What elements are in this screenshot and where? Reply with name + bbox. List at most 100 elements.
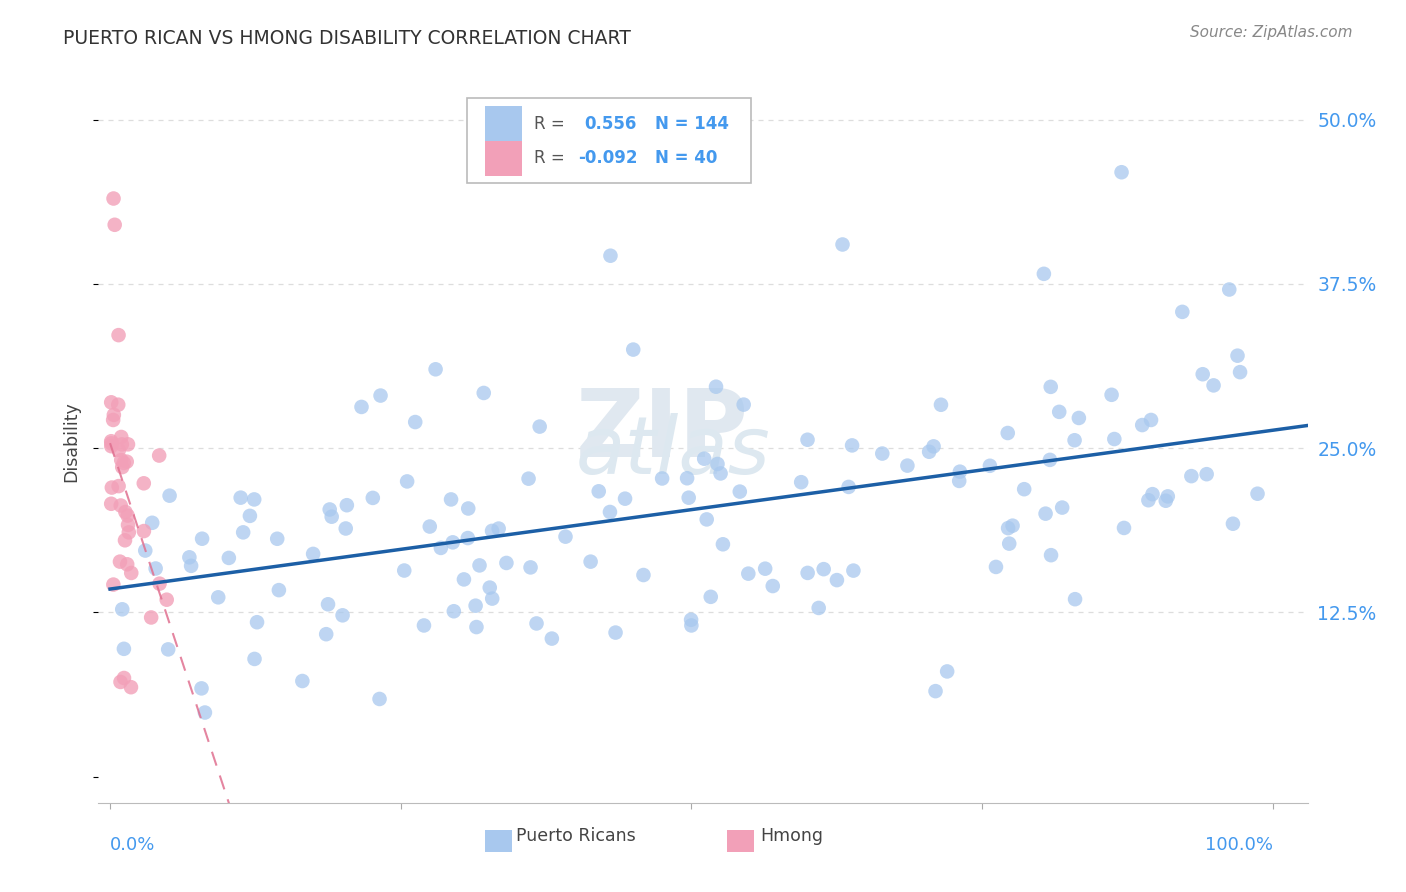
Point bbox=[872, 446, 894, 460]
Point bbox=[796, 433, 818, 447]
Point bbox=[108, 442, 131, 457]
Point bbox=[107, 398, 129, 412]
Point bbox=[141, 610, 163, 624]
Point bbox=[239, 508, 262, 523]
Point bbox=[997, 521, 1019, 535]
Text: N = 144: N = 144 bbox=[655, 115, 728, 133]
Point bbox=[599, 249, 621, 263]
Point bbox=[101, 413, 124, 427]
Point bbox=[430, 541, 453, 555]
Point bbox=[1047, 405, 1070, 419]
Point bbox=[112, 671, 135, 685]
Point bbox=[1001, 518, 1024, 533]
Text: N = 40: N = 40 bbox=[655, 149, 717, 168]
Point bbox=[101, 481, 124, 495]
Point bbox=[540, 632, 562, 646]
Point bbox=[120, 680, 142, 694]
Point bbox=[1137, 493, 1160, 508]
Point bbox=[762, 579, 785, 593]
Point bbox=[468, 558, 491, 573]
Point bbox=[117, 437, 139, 451]
FancyBboxPatch shape bbox=[727, 830, 754, 852]
Point bbox=[157, 642, 180, 657]
Text: R =: R = bbox=[534, 149, 569, 168]
Point bbox=[1012, 482, 1035, 496]
Point bbox=[107, 328, 129, 343]
Point bbox=[111, 437, 134, 451]
Point bbox=[443, 604, 465, 618]
Point bbox=[457, 501, 479, 516]
Point bbox=[1246, 487, 1268, 501]
Text: Hmong: Hmong bbox=[759, 827, 823, 845]
FancyBboxPatch shape bbox=[485, 830, 512, 852]
Point bbox=[194, 706, 217, 720]
Point bbox=[1039, 453, 1062, 467]
Point bbox=[453, 573, 475, 587]
Point bbox=[103, 408, 125, 422]
Point bbox=[104, 218, 127, 232]
Point bbox=[728, 484, 751, 499]
Point bbox=[478, 581, 501, 595]
Point bbox=[588, 484, 610, 499]
Point bbox=[1111, 165, 1133, 179]
Text: Puerto Ricans: Puerto Ricans bbox=[516, 827, 636, 845]
Point bbox=[361, 491, 384, 505]
Point bbox=[316, 597, 339, 611]
Point bbox=[481, 524, 503, 538]
Point bbox=[394, 564, 416, 578]
Point bbox=[413, 618, 436, 632]
Point bbox=[519, 560, 541, 574]
Point bbox=[924, 684, 946, 698]
FancyBboxPatch shape bbox=[485, 141, 522, 176]
Point bbox=[191, 532, 214, 546]
Point bbox=[1130, 418, 1153, 433]
Point bbox=[700, 590, 723, 604]
Point bbox=[1039, 380, 1062, 394]
Point bbox=[1191, 368, 1213, 382]
Text: atlas: atlas bbox=[576, 413, 770, 491]
Point bbox=[614, 491, 637, 506]
Point bbox=[141, 516, 163, 530]
Point bbox=[529, 419, 551, 434]
Point bbox=[100, 395, 122, 409]
Point bbox=[118, 525, 141, 540]
Point bbox=[1171, 305, 1194, 319]
Point bbox=[754, 562, 776, 576]
Point bbox=[838, 480, 860, 494]
Point bbox=[103, 577, 125, 591]
Point bbox=[110, 675, 132, 690]
Point bbox=[922, 439, 945, 453]
Point bbox=[710, 467, 733, 481]
Point bbox=[246, 615, 269, 630]
Text: -0.092: -0.092 bbox=[578, 149, 638, 168]
Point bbox=[207, 591, 229, 605]
Point bbox=[229, 491, 252, 505]
Point bbox=[1064, 592, 1087, 607]
Point bbox=[1050, 500, 1073, 515]
Point bbox=[807, 601, 830, 615]
Point bbox=[896, 458, 918, 473]
Point bbox=[336, 498, 359, 512]
Point bbox=[440, 492, 463, 507]
Point bbox=[419, 519, 441, 533]
Point bbox=[599, 505, 621, 519]
Point bbox=[605, 625, 627, 640]
Point bbox=[1157, 489, 1180, 503]
Point bbox=[159, 489, 181, 503]
Point bbox=[350, 400, 373, 414]
Point bbox=[404, 415, 426, 429]
Point bbox=[302, 547, 325, 561]
Text: Source: ZipAtlas.com: Source: ZipAtlas.com bbox=[1189, 25, 1353, 40]
Point bbox=[291, 673, 314, 688]
Point bbox=[979, 458, 1001, 473]
Point bbox=[370, 388, 392, 402]
Point bbox=[318, 502, 340, 516]
Text: 0.556: 0.556 bbox=[585, 115, 637, 133]
Point bbox=[1101, 388, 1123, 402]
Point bbox=[110, 453, 132, 467]
Point bbox=[1104, 432, 1126, 446]
Point bbox=[115, 455, 138, 469]
Point bbox=[100, 439, 122, 453]
Point bbox=[918, 444, 941, 458]
Point bbox=[704, 380, 727, 394]
